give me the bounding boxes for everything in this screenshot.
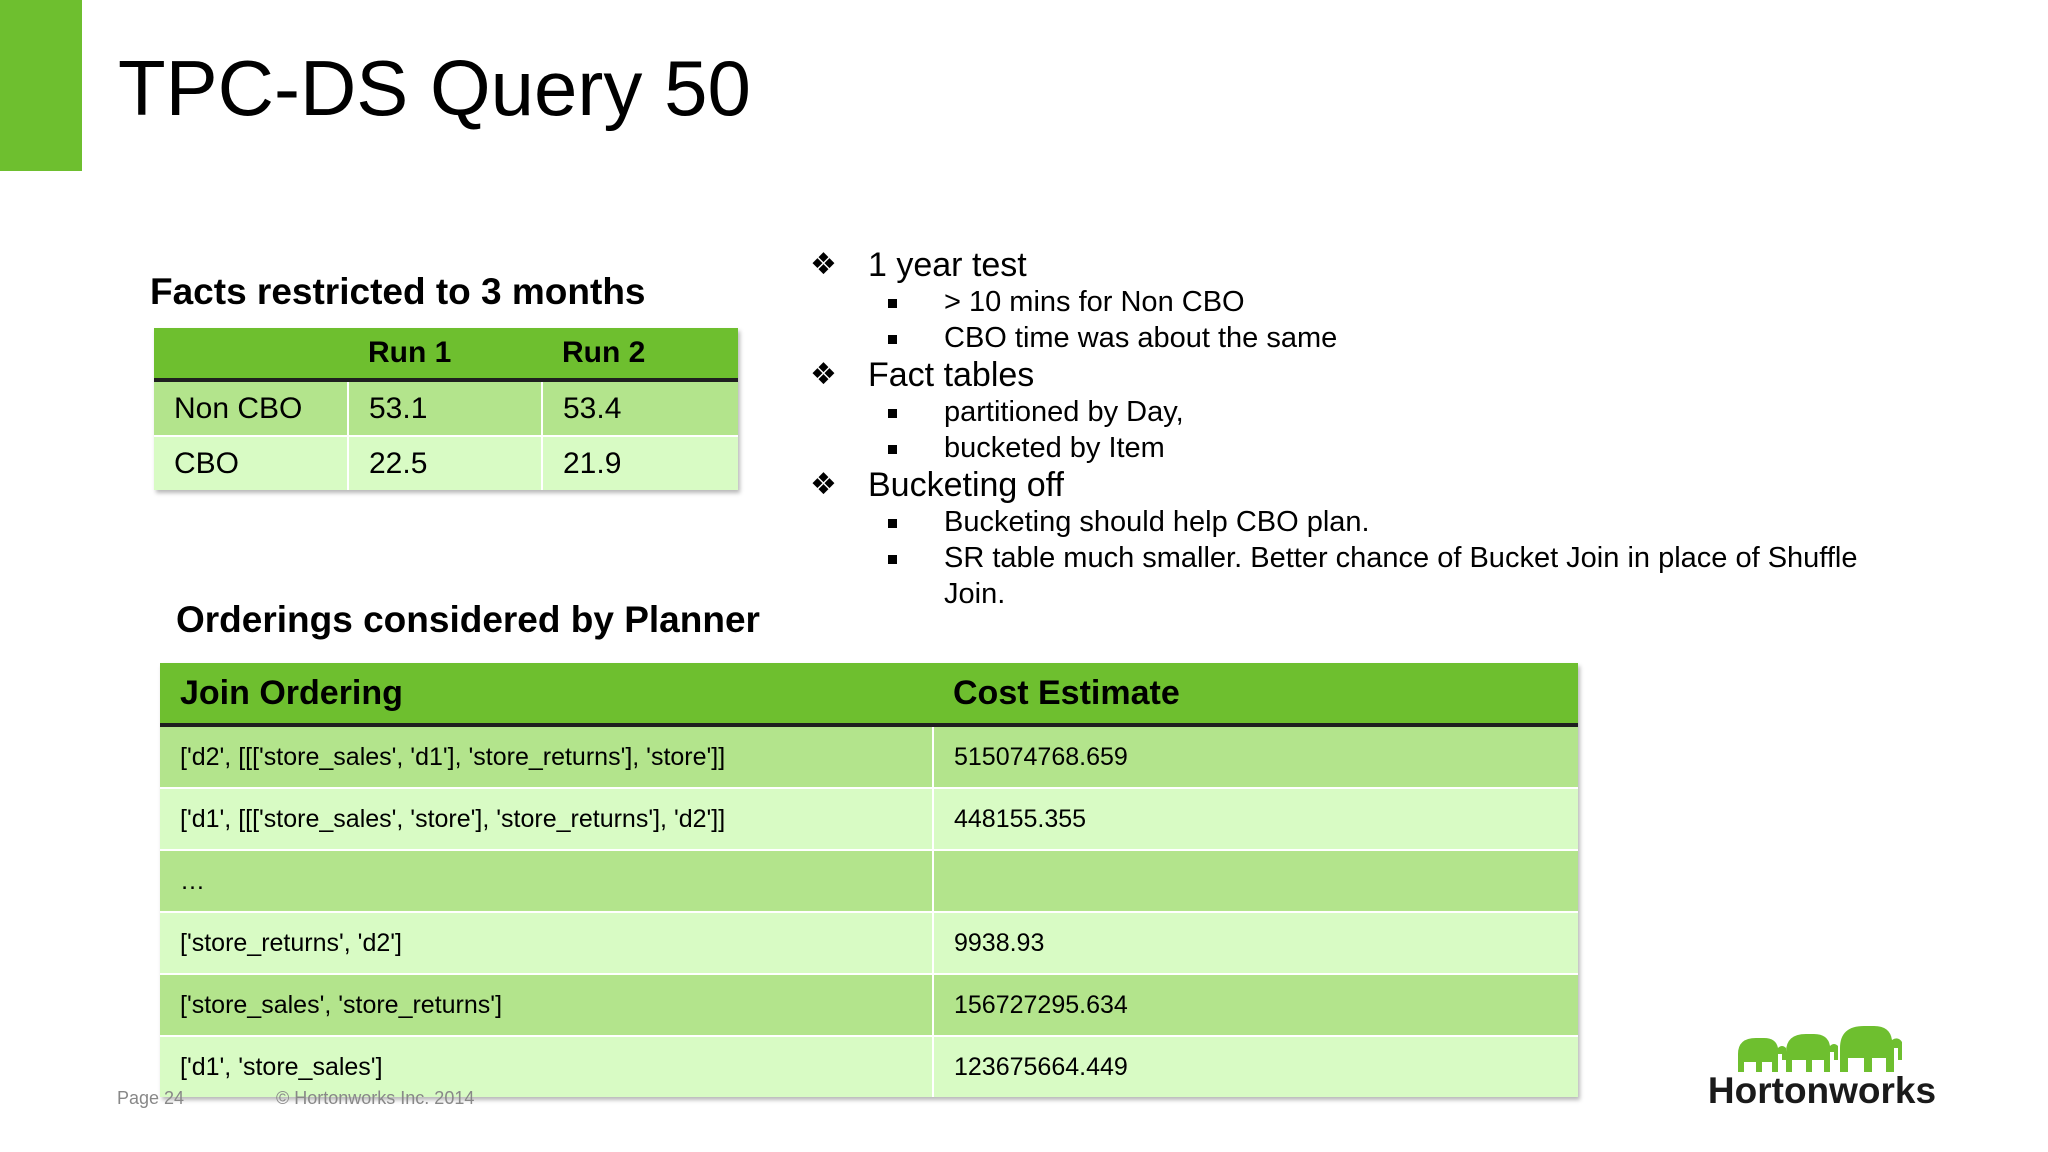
cost-estimate-cell: 156727295.634	[933, 973, 1578, 1036]
join-ordering-cell: …	[160, 849, 934, 912]
orderings-col-header: Join Ordering	[160, 663, 933, 727]
facts-cell: 22.5	[348, 435, 543, 490]
bullet-item: ❖ 1 year test	[810, 246, 1920, 284]
facts-col-header: Run 2	[542, 328, 738, 382]
bullet-text: 1 year test	[868, 246, 1027, 284]
cost-estimate-cell: 448155.355	[933, 787, 1578, 850]
orderings-col-header: Cost Estimate	[933, 663, 1578, 727]
join-ordering-cell: ['store_returns', 'd2']	[160, 911, 934, 974]
accent-bar	[0, 0, 82, 171]
sub-bullet-item: CBO time was about the same	[810, 320, 1920, 356]
table-row: ['store_returns', 'd2'] 9938.93	[160, 911, 1578, 974]
cost-estimate-cell	[933, 849, 1578, 912]
bullet-list: ❖ 1 year test > 10 mins for Non CBO CBO …	[810, 246, 1920, 612]
join-ordering-cell: ['d1', 'store_sales']	[160, 1035, 934, 1097]
sub-bullet-text: SR table much smaller. Better chance of …	[944, 542, 1858, 610]
copyright: © Hortonworks Inc. 2014	[276, 1088, 475, 1108]
table-row: …	[160, 849, 1578, 912]
table-row: ['store_sales', 'store_returns'] 1567272…	[160, 973, 1578, 1036]
join-ordering-cell: ['d1', [[['store_sales', 'store'], 'stor…	[160, 787, 934, 850]
facts-col-header	[154, 328, 348, 382]
cost-estimate-cell: 123675664.449	[933, 1035, 1578, 1097]
facts-cell: 21.9	[542, 435, 738, 490]
sub-bullet-item: partitioned by Day,	[810, 394, 1920, 430]
hortonworks-logo: Hortonworks	[1702, 1020, 1942, 1120]
sub-bullet-item: bucketed by Item	[810, 430, 1920, 466]
square-bullet-icon	[888, 299, 897, 308]
diamond-bullet-icon: ❖	[810, 468, 837, 501]
facts-col-header: Run 1	[348, 328, 542, 382]
facts-cell: Non CBO	[154, 379, 349, 436]
facts-cell: CBO	[154, 435, 349, 490]
table-row: Non CBO 53.1 53.4	[154, 379, 738, 436]
sub-bullet-text: bucketed by Item	[944, 432, 1165, 464]
join-ordering-cell: ['store_sales', 'store_returns']	[160, 973, 934, 1036]
facts-cell: 53.4	[542, 379, 738, 436]
square-bullet-icon	[888, 555, 897, 564]
bullet-item: ❖ Fact tables	[810, 356, 1920, 394]
square-bullet-icon	[888, 409, 897, 418]
cost-estimate-cell: 9938.93	[933, 911, 1578, 974]
square-bullet-icon	[888, 445, 897, 454]
sub-bullet-text: CBO time was about the same	[944, 322, 1338, 354]
orderings-header-row: Join Ordering Cost Estimate	[160, 663, 1578, 727]
square-bullet-icon	[888, 335, 897, 344]
table-row: CBO 22.5 21.9	[154, 435, 738, 490]
sub-bullet-text: > 10 mins for Non CBO	[944, 286, 1245, 318]
orderings-heading: Orderings considered by Planner	[176, 599, 760, 640]
elephant-icon	[1738, 1026, 1902, 1072]
facts-heading: Facts restricted to 3 months	[150, 271, 646, 312]
table-row: ['d1', [[['store_sales', 'store'], 'stor…	[160, 787, 1578, 850]
facts-table: Run 1 Run 2 Non CBO 53.1 53.4 CBO 22.5 2…	[154, 328, 738, 490]
bullet-text: Bucketing off	[868, 466, 1064, 504]
cost-estimate-cell: 515074768.659	[933, 724, 1578, 788]
join-ordering-cell: ['d2', [[['store_sales', 'd1'], 'store_r…	[160, 724, 934, 788]
table-row: ['d1', 'store_sales'] 123675664.449	[160, 1035, 1578, 1097]
sub-bullet-item: SR table much smaller. Better chance of …	[810, 540, 1920, 612]
slide-title: TPC-DS Query 50	[118, 44, 751, 132]
diamond-bullet-icon: ❖	[810, 358, 837, 391]
logo-text: Hortonworks	[1707, 1070, 1937, 1111]
orderings-table: Join Ordering Cost Estimate ['d2', [[['s…	[160, 663, 1578, 1097]
sub-bullet-item: > 10 mins for Non CBO	[810, 284, 1920, 320]
facts-header-row: Run 1 Run 2	[154, 328, 738, 382]
table-row: ['d2', [[['store_sales', 'd1'], 'store_r…	[160, 724, 1578, 788]
bullet-item: ❖ Bucketing off	[810, 466, 1920, 504]
sub-bullet-text: Bucketing should help CBO plan.	[944, 506, 1370, 538]
sub-bullet-item: Bucketing should help CBO plan.	[810, 504, 1920, 540]
facts-cell: 53.1	[348, 379, 543, 436]
sub-bullet-text: partitioned by Day,	[944, 396, 1184, 428]
bullet-text: Fact tables	[868, 356, 1035, 394]
square-bullet-icon	[888, 519, 897, 528]
diamond-bullet-icon: ❖	[810, 248, 837, 281]
page-number: Page 24	[117, 1088, 185, 1108]
